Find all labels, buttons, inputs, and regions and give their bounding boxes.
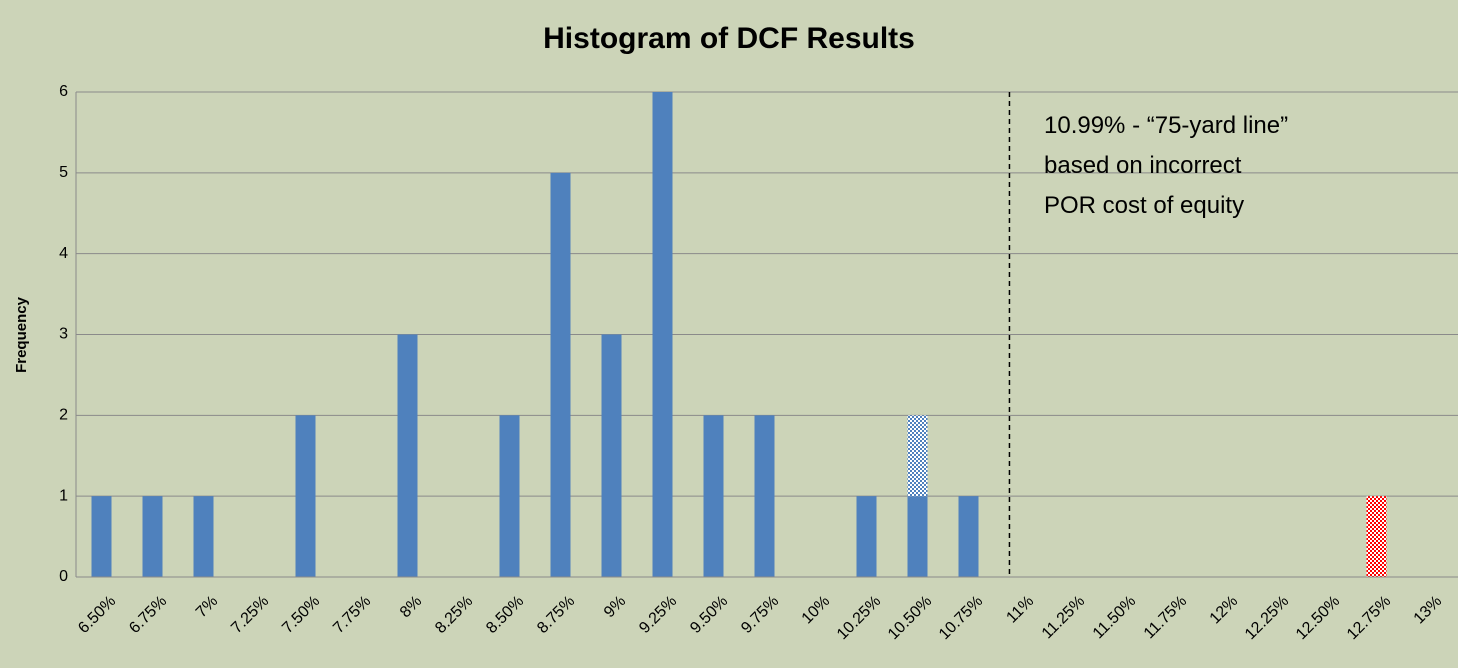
x-tick-label: 7% bbox=[193, 593, 221, 621]
x-tick-label: 9.25% bbox=[636, 593, 680, 637]
x-tick-label: 12.75% bbox=[1344, 593, 1394, 643]
y-tick-label: 5 bbox=[59, 164, 68, 181]
bar bbox=[499, 415, 520, 577]
bar bbox=[142, 496, 163, 577]
bar bbox=[703, 415, 724, 577]
bar bbox=[856, 496, 877, 577]
x-tick-label: 11.50% bbox=[1090, 593, 1140, 643]
annotation: 10.99% - “75-yard line” based on incorre… bbox=[1044, 112, 1289, 219]
x-tick-label: 6.75% bbox=[126, 593, 170, 637]
chart-title: Histogram of DCF Results bbox=[543, 22, 915, 55]
x-tick-label: 7.50% bbox=[279, 593, 323, 637]
bar bbox=[193, 496, 214, 577]
x-tick-label: 10% bbox=[799, 593, 834, 628]
x-tick-label: 10.75% bbox=[936, 593, 986, 643]
x-tick-label: 8% bbox=[397, 593, 425, 621]
x-tick-label: 11% bbox=[1003, 593, 1037, 627]
x-tick-label: 9.50% bbox=[687, 593, 731, 637]
bar bbox=[1366, 496, 1387, 577]
bar bbox=[907, 415, 928, 497]
x-tick-label: 9% bbox=[601, 593, 629, 621]
y-tick-label: 1 bbox=[59, 487, 68, 504]
bar bbox=[601, 334, 622, 577]
x-tick-label: 10.50% bbox=[885, 593, 935, 643]
y-tick-label: 0 bbox=[59, 568, 68, 585]
x-tick-label: 9.75% bbox=[738, 593, 782, 637]
bar bbox=[754, 415, 775, 577]
bar bbox=[652, 92, 673, 577]
bar bbox=[907, 496, 928, 577]
y-tick-label: 3 bbox=[59, 326, 68, 343]
x-tick-label: 8.75% bbox=[534, 593, 578, 637]
x-tick-label: 11.25% bbox=[1039, 593, 1089, 643]
x-tick-label: 8.25% bbox=[432, 593, 476, 637]
x-tick-label: 11.75% bbox=[1141, 593, 1191, 643]
x-tick-label: 6.50% bbox=[75, 593, 119, 637]
x-tick-label: 8.50% bbox=[483, 593, 527, 637]
y-tick-label: 2 bbox=[59, 407, 68, 424]
bar bbox=[91, 496, 112, 577]
x-tick-label: 13% bbox=[1411, 593, 1446, 628]
x-tick-label: 12.50% bbox=[1293, 593, 1343, 643]
bar bbox=[550, 172, 571, 578]
bar bbox=[397, 334, 418, 577]
x-tick-label: 10.25% bbox=[834, 593, 884, 643]
bar bbox=[958, 496, 979, 577]
x-tick-label: 7.75% bbox=[330, 593, 374, 637]
x-tick-label: 7.25% bbox=[228, 593, 272, 637]
y-tick-label: 6 bbox=[59, 83, 68, 100]
x-tick-label: 12.25% bbox=[1242, 593, 1292, 643]
y-tick-label: 4 bbox=[59, 245, 68, 262]
x-tick-label: 12% bbox=[1207, 593, 1242, 628]
y-axis-label: Frequency bbox=[13, 296, 30, 373]
bar bbox=[295, 415, 316, 577]
